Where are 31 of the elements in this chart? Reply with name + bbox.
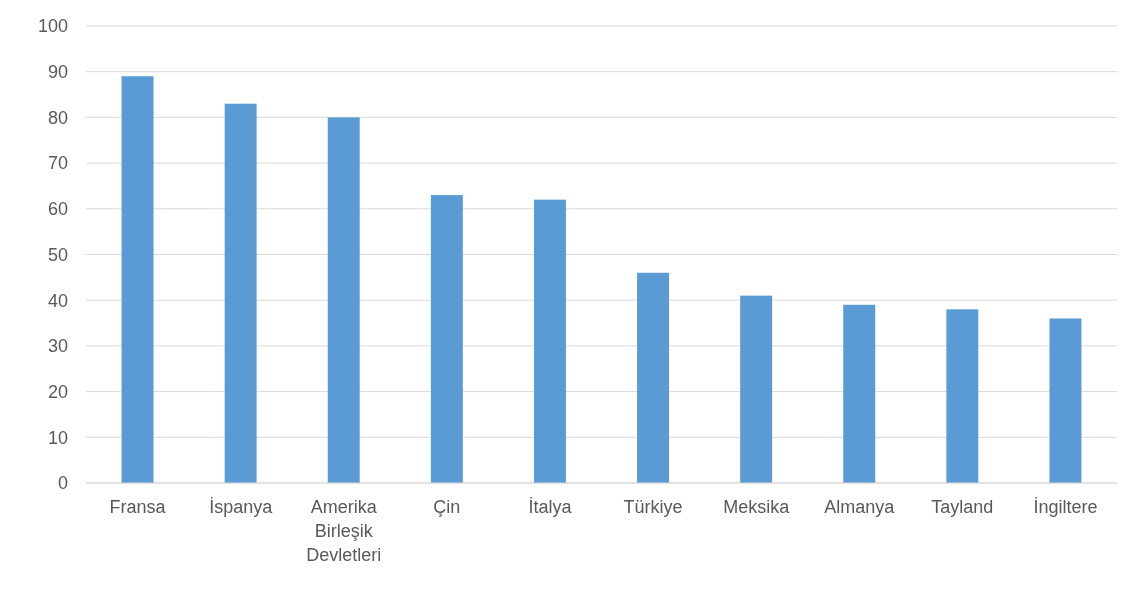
y-tick-label: 30 — [47, 336, 68, 357]
bar — [224, 103, 257, 483]
bar — [740, 295, 773, 483]
y-tick-label: 60 — [47, 199, 68, 220]
bar — [843, 304, 876, 483]
bar — [1049, 318, 1082, 483]
bar — [637, 272, 670, 483]
y-tick-label: 100 — [37, 16, 68, 37]
x-tick-label: Almanya — [824, 497, 896, 517]
x-tick-label: Amerika Birleşik Devletleri — [306, 497, 382, 565]
y-tick-label: 50 — [47, 244, 68, 265]
y-tick-label: 90 — [47, 62, 68, 82]
y-tick-label: 70 — [47, 153, 68, 174]
y-tick-label: 40 — [47, 290, 68, 311]
y-tick-label: 10 — [47, 427, 68, 448]
x-tick-label: Meksika — [723, 497, 791, 517]
x-tick-label: Türkiye — [623, 497, 683, 517]
x-tick-label: İtalya — [528, 497, 573, 517]
x-tick-label: Tayland — [931, 497, 994, 517]
y-tick-label: 80 — [47, 107, 68, 128]
bar — [946, 309, 979, 483]
y-tick-label: 20 — [47, 381, 68, 402]
x-tick-label: İngiltere — [1033, 497, 1098, 517]
bar — [533, 199, 566, 483]
x-tick-label: Çin — [433, 497, 461, 517]
bar — [121, 76, 154, 483]
bar — [430, 195, 463, 483]
y-tick-label: 0 — [57, 473, 68, 494]
x-tick-label: Fransa — [109, 497, 167, 517]
bar — [327, 117, 360, 483]
x-tick-label: İspanya — [209, 497, 274, 517]
